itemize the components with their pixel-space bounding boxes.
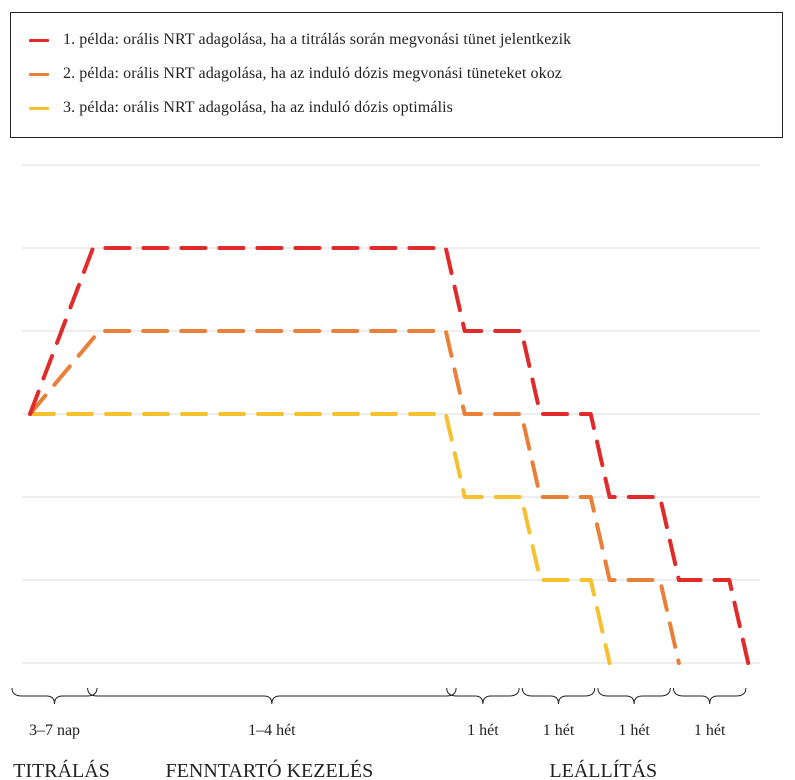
series-line-example-1: [28, 246, 751, 665]
period-brace-3: [446, 687, 520, 705]
period-labels: 3–7 nap 1–4 hét 1 hét 1 hét 1 hét 1 hét: [29, 722, 726, 739]
period-brace-5: [597, 687, 671, 705]
period-label-2: 1–4 hét: [248, 722, 296, 739]
period-label-5: 1 hét: [618, 722, 650, 739]
period-label-1: 3–7 nap: [29, 722, 80, 739]
phase-label-3: LEÁLLÍTÁS: [549, 759, 657, 780]
series-line-example-2: [28, 329, 681, 665]
period-brace-2: [87, 687, 457, 705]
phase-label-2: FENNTARTÓ KEZELÉS: [166, 758, 374, 780]
phase-labels: TITRÁLÁS FENNTARTÓ KEZELÉS LEÁLLÍTÁS: [13, 758, 657, 780]
legend-swatch-orange: [29, 72, 49, 76]
period-label-6: 1 hét: [694, 722, 726, 739]
legend-swatch-yellow: [29, 106, 49, 110]
period-brace-6: [673, 687, 747, 705]
series-lines: [28, 246, 751, 665]
legend-label-3: 3. példa: orális NRT adagolása, ha az in…: [63, 99, 453, 116]
legend-swatch-red: [29, 38, 49, 42]
period-brace-4: [521, 687, 596, 705]
series-line-example-3: [28, 412, 612, 665]
legend-label-2: 2. példa: orális NRT adagolása, ha az in…: [63, 65, 562, 82]
period-label-3: 1 hét: [467, 722, 499, 739]
period-label-4: 1 hét: [543, 722, 575, 739]
period-braces: [11, 687, 747, 705]
legend-item-example-3: 3. példa: orális NRT adagolása, ha az in…: [29, 95, 453, 121]
legend: 1. példa: orális NRT adagolása, ha a tit…: [10, 12, 783, 138]
legend-label-1: 1. példa: orális NRT adagolása, ha a tit…: [63, 31, 572, 48]
period-brace-1: [11, 687, 98, 705]
phase-label-1: TITRÁLÁS: [13, 759, 110, 780]
legend-item-example-1: 1. példa: orális NRT adagolása, ha a tit…: [29, 27, 571, 53]
legend-item-example-2: 2. példa: orális NRT adagolása, ha az in…: [29, 61, 562, 87]
